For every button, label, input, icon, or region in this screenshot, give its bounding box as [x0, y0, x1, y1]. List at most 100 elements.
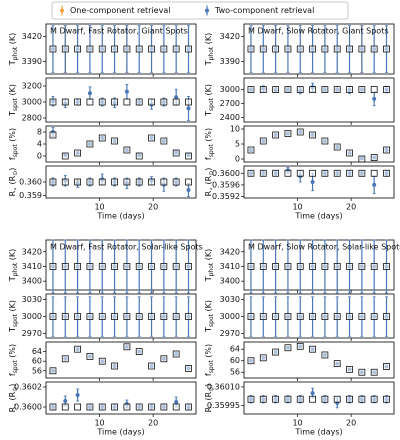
- y-axis-label-part: spot: [12, 313, 19, 327]
- truth-marker: [123, 178, 131, 186]
- y-axis-label: fspot (%): [8, 128, 20, 160]
- panel-frame: [243, 293, 395, 339]
- truth-marker: [111, 362, 118, 370]
- truth-marker: [346, 365, 353, 373]
- panel-frame: [243, 341, 395, 379]
- truth-marker: [272, 131, 280, 139]
- truth-marker: [86, 352, 94, 360]
- truth-marker: [148, 263, 155, 270]
- truth-marker: [333, 169, 341, 177]
- truth-marker: [358, 45, 366, 53]
- y-axis-label-part: (K): [204, 84, 213, 98]
- truth-marker: [383, 86, 390, 93]
- truth-marker: [346, 395, 353, 403]
- truth-marker: [272, 263, 280, 270]
- truth-marker: [160, 45, 168, 53]
- truth-marker: [259, 169, 267, 177]
- truth-marker: [135, 152, 143, 160]
- y-axis-label: Tspot (K): [8, 300, 20, 333]
- truth-marker: [296, 45, 304, 53]
- truth-marker: [247, 169, 255, 177]
- truth-marker: [383, 45, 390, 53]
- y-tick-label: 0.3600: [212, 169, 240, 178]
- truth-marker: [98, 178, 106, 186]
- y-axis-label-part: ⊙: [208, 171, 215, 176]
- truth-marker: [135, 403, 143, 411]
- y-tick-label: 3420: [22, 247, 42, 256]
- truth-marker: [309, 86, 316, 93]
- truth-marker: [160, 178, 168, 186]
- y-axis-label: fspot (%): [204, 128, 216, 160]
- y-tick-label: 0.35995: [207, 401, 240, 410]
- truth-marker: [111, 45, 118, 53]
- y-axis-label-part: (R: [8, 391, 17, 403]
- y-axis-label-part: (K): [8, 33, 17, 47]
- y-axis-label-part: (%): [204, 128, 213, 144]
- y-axis-label-part: ): [204, 168, 213, 171]
- truth-marker: [98, 403, 106, 411]
- truth-marker: [247, 263, 255, 270]
- truth-marker: [74, 149, 82, 157]
- y-axis-label: R⋆ (R⊙): [8, 384, 20, 413]
- retrieval-marker: [63, 399, 68, 403]
- truth-marker: [370, 313, 378, 320]
- y-axis-label-part: (K): [8, 84, 17, 98]
- truth-marker: [346, 263, 353, 270]
- truth-marker: [247, 313, 255, 320]
- truth-marker: [272, 313, 280, 320]
- truth-marker: [74, 345, 82, 353]
- y-tick-label: 0.3600: [14, 403, 42, 412]
- truth-marker: [272, 395, 280, 403]
- retrieval-marker: [372, 96, 377, 101]
- y-axis-label-part: T: [204, 276, 213, 282]
- truth-marker: [61, 403, 69, 411]
- truth-marker: [123, 313, 131, 320]
- panel-title: M Dwarf, Fast Rotator, Solar-like Spots: [50, 243, 203, 252]
- y-tick-label: 3000: [22, 98, 42, 107]
- y-axis-label-part: spot: [208, 313, 215, 327]
- truth-marker: [284, 395, 292, 403]
- y-axis-label-part: (K): [8, 249, 17, 263]
- truth-marker: [346, 313, 353, 320]
- truth-marker: [86, 45, 94, 53]
- truth-marker: [370, 395, 378, 403]
- y-axis-label-part: f: [8, 373, 17, 376]
- truth-marker: [370, 45, 378, 53]
- panel-frame: [243, 165, 395, 199]
- truth-marker: [247, 146, 255, 154]
- y-tick-label: 0: [235, 155, 240, 164]
- truth-marker: [123, 146, 131, 154]
- x-axis-label: Time (days): [294, 212, 342, 221]
- y-axis-label-part: spot: [12, 360, 19, 374]
- y-axis-label-part: phot: [208, 46, 215, 60]
- y-tick-label: 2800: [22, 114, 42, 123]
- panel-title: M Dwarf, Slow Rotator, Giant Spots: [248, 27, 389, 36]
- y-axis-label-part: (K): [204, 33, 213, 47]
- panel-frame: [243, 381, 395, 415]
- truth-marker: [160, 403, 168, 411]
- retrieval-marker: [124, 89, 129, 94]
- y-axis-label-part: ⊙: [208, 387, 215, 392]
- truth-marker: [358, 169, 366, 177]
- y-tick-label: 3030: [220, 295, 240, 304]
- y-tick-label: 3390: [220, 57, 240, 66]
- y-axis-label-part: (R: [204, 391, 213, 403]
- y-axis-label-part: spot: [208, 360, 215, 374]
- y-axis-label-part: ): [8, 168, 17, 171]
- truth-marker: [172, 313, 180, 320]
- truth-marker: [148, 178, 155, 186]
- truth-marker: [172, 403, 180, 411]
- y-tick-label: 3420: [220, 247, 240, 256]
- y-axis-label-part: (%): [8, 128, 17, 144]
- y-axis-label-part: (%): [204, 344, 213, 360]
- y-axis-label: Tspot (K): [204, 84, 216, 117]
- y-axis-label: Tspot (K): [8, 84, 20, 117]
- y-tick-label: 5: [235, 140, 240, 149]
- y-axis-label-part: ⋆: [208, 403, 215, 407]
- y-axis-label: Tphot (K): [8, 33, 20, 67]
- y-axis-label: R⋆ (R⊙): [204, 384, 216, 413]
- truth-marker: [309, 131, 316, 139]
- y-tick-label: 3000: [220, 85, 240, 94]
- truth-marker: [259, 137, 267, 145]
- truth-marker: [284, 86, 292, 93]
